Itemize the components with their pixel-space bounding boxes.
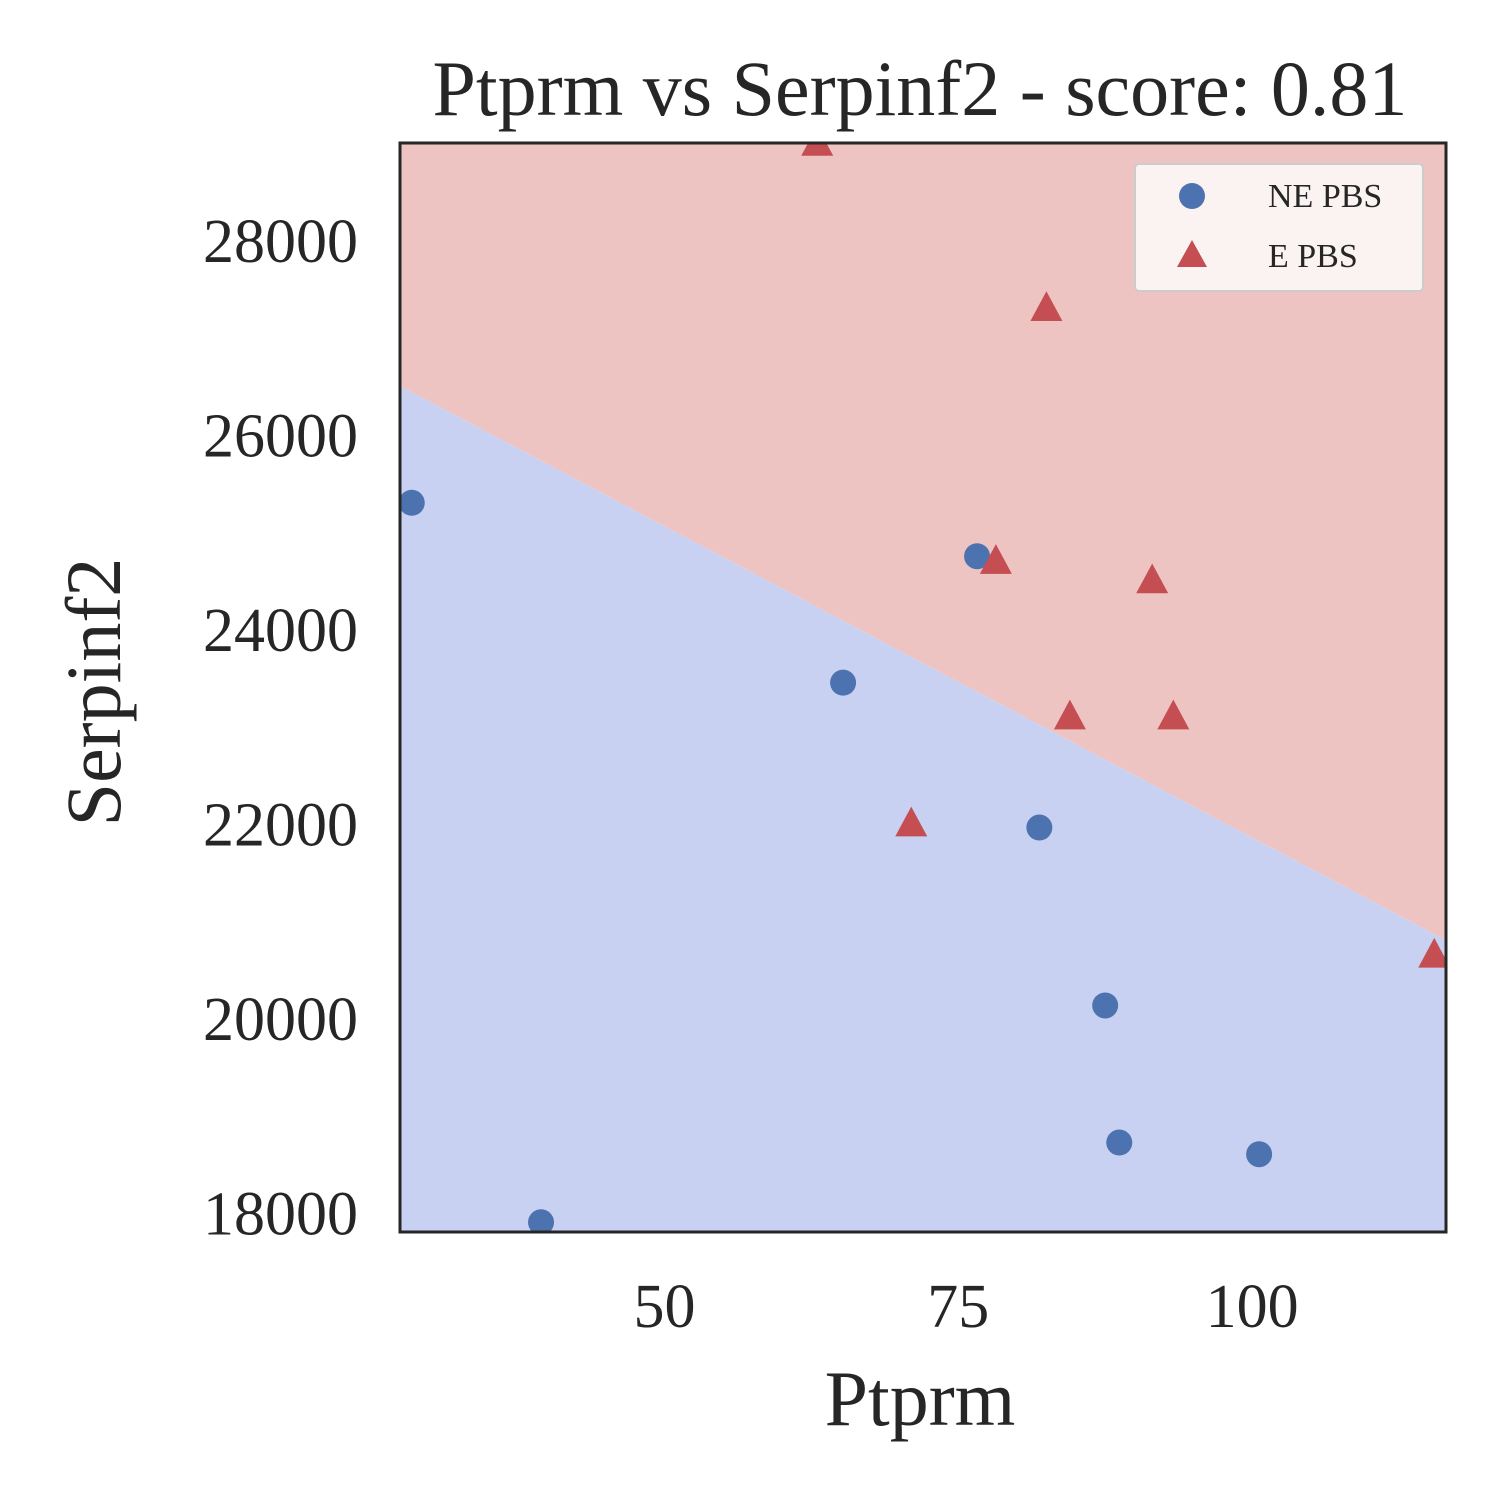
- ne-pbs-point-4: [1026, 814, 1053, 841]
- ne-pbs-point-1: [528, 1209, 555, 1232]
- region-ne-pbs: [400, 386, 1446, 1232]
- x-tick-label: 100: [1206, 1273, 1299, 1341]
- chart-title: Ptprm vs Serpinf2 - score: 0.81: [433, 45, 1408, 132]
- ne-pbs-point-2: [830, 669, 857, 696]
- e-pbs-point-2: [979, 544, 1012, 574]
- ne-pbs-point-5: [1092, 992, 1119, 1019]
- y-tick-label: 18000: [203, 1181, 358, 1249]
- e-pbs-point-1: [1030, 291, 1063, 322]
- x-axis-label: Ptprm: [825, 1355, 1016, 1442]
- y-tick-label: 28000: [203, 208, 358, 276]
- y-axis-ticks: 18000 20000 22000 24000 26000 28000: [203, 208, 358, 1248]
- legend-e-pbs-marker: [1177, 240, 1207, 267]
- y-tick-label: 20000: [203, 986, 358, 1054]
- e-pbs-point-4: [1053, 699, 1086, 730]
- legend: NE PBS E PBS: [1134, 163, 1424, 292]
- ne-pbs-point-7: [1246, 1141, 1273, 1168]
- region-e-pbs: [400, 143, 1446, 941]
- legend-e-pbs-label: E PBS: [1268, 238, 1358, 275]
- ne-pbs-point-6: [1106, 1129, 1133, 1156]
- data-points: [400, 143, 1446, 1232]
- x-tick-label: 75: [927, 1273, 989, 1341]
- e-pbs-point-6: [895, 806, 928, 837]
- ne-pbs-point-0: [400, 489, 425, 516]
- y-tick-label: 26000: [203, 403, 358, 471]
- plot-frame: [398, 141, 1448, 1234]
- ne-pbs-point-3: [964, 543, 991, 570]
- e-pbs-point-7: [1418, 937, 1446, 968]
- y-tick-label: 24000: [203, 597, 358, 665]
- y-axis-label: Serpinf2: [50, 558, 137, 827]
- x-axis-ticks: 50 75 100: [633, 1273, 1298, 1341]
- x-tick-label: 50: [633, 1273, 695, 1341]
- e-pbs-point-5: [1157, 699, 1190, 730]
- legend-ne-pbs-marker: [1179, 183, 1205, 209]
- e-pbs-point-3: [1136, 563, 1169, 594]
- y-tick-label: 22000: [203, 792, 358, 860]
- e-pbs-point-0: [801, 143, 834, 156]
- legend-ne-pbs-label: NE PBS: [1268, 178, 1382, 215]
- decision-regions: [400, 143, 1446, 1232]
- legend-box: [1134, 163, 1424, 292]
